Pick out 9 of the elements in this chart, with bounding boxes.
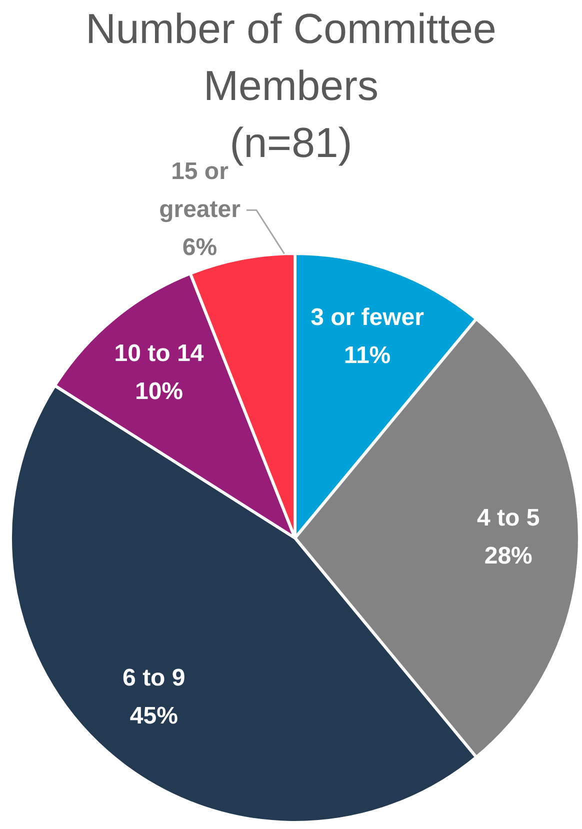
data-label: 28% (484, 542, 532, 570)
slice-label: 6 to 9 (122, 664, 186, 692)
data-label: 45% (130, 702, 178, 730)
data-label: 11% (344, 342, 391, 369)
slice-label: 10 to 14 (114, 340, 204, 368)
data-label: 10% (134, 378, 184, 406)
slice-label: 3 or fewer (310, 304, 424, 331)
slice-label: 4 to 5 (477, 504, 540, 532)
data-label: 6% (182, 234, 218, 261)
